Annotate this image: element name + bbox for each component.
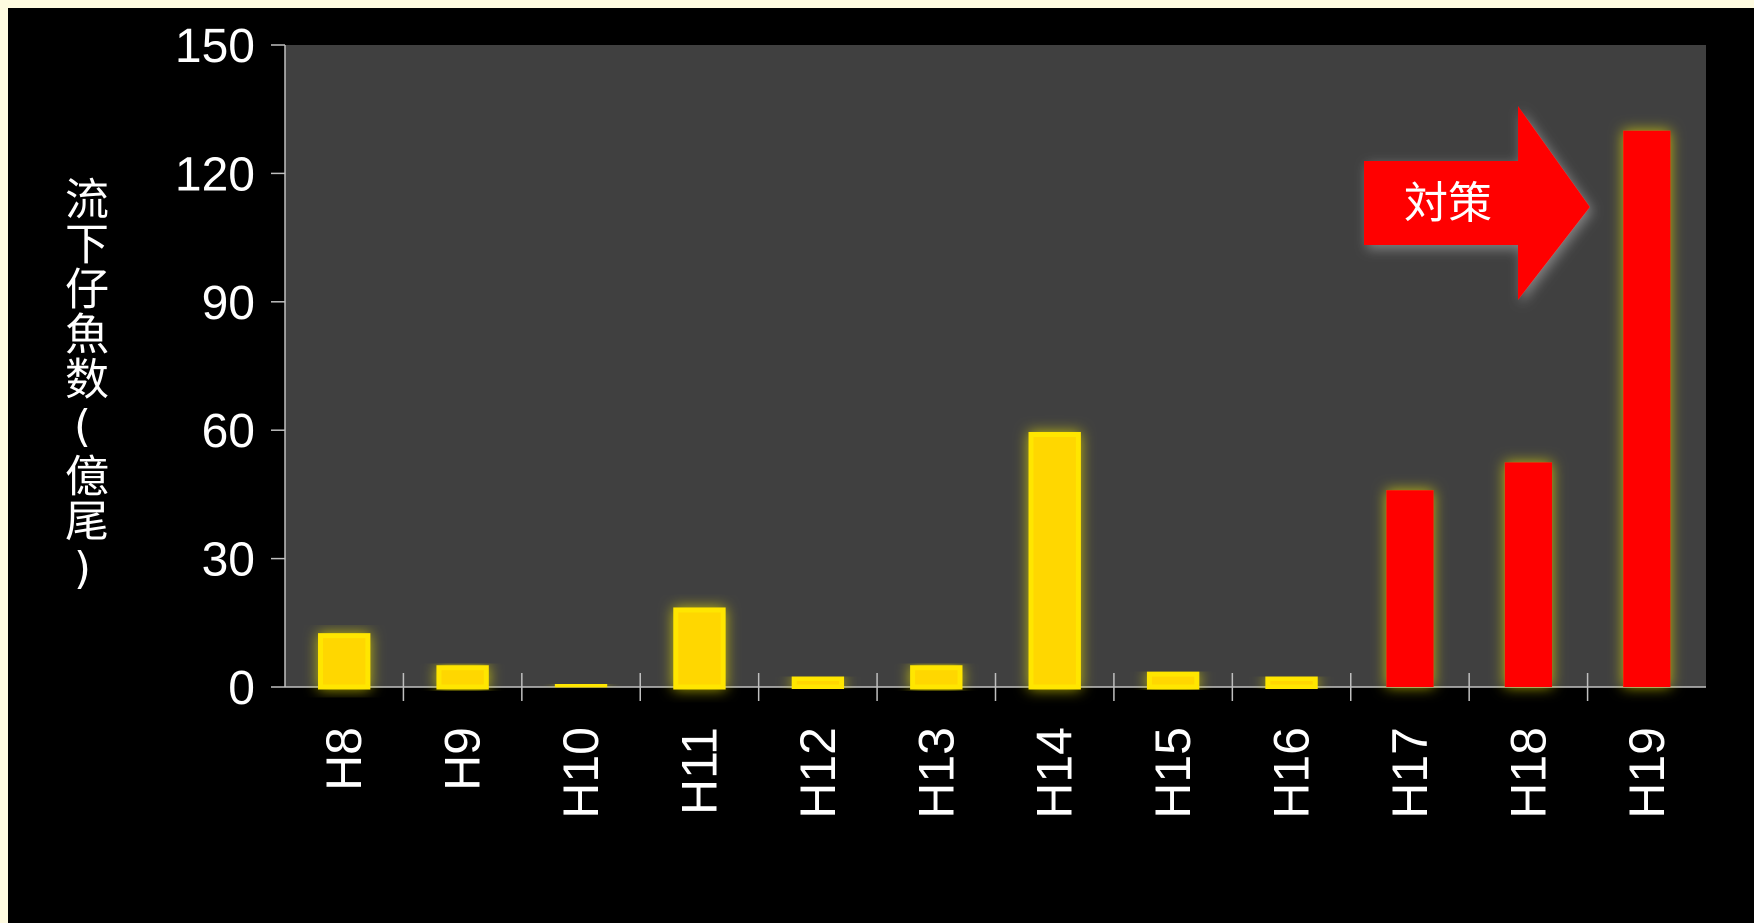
x-tick-label: H13 <box>908 727 964 819</box>
y-tick-label: 30 <box>202 534 255 587</box>
x-tick-label: H14 <box>1027 727 1083 819</box>
y-tick-label: 60 <box>202 405 255 458</box>
bar-h10 <box>554 682 608 690</box>
chart-frame: 0 30 60 90 120 150 H8 H9 H10 H11 H12 H13 H14 H15 H16 H1… <box>8 8 1754 923</box>
x-tick-label: H8 <box>316 727 372 791</box>
x-tick-label: H19 <box>1619 727 1675 819</box>
x-tick-label: H9 <box>435 727 491 791</box>
bar-h9 <box>436 665 489 690</box>
x-tick-label: H17 <box>1382 727 1438 819</box>
y-tick-label: 90 <box>202 277 255 330</box>
bar-h11 <box>673 607 726 690</box>
bar-h17 <box>1386 490 1434 687</box>
arrow-icon <box>1364 106 1590 300</box>
x-tick-label: H10 <box>553 727 609 819</box>
bar-h18 <box>1504 462 1553 687</box>
y-tick-label: 0 <box>228 662 255 715</box>
bar-h16 <box>1265 675 1318 690</box>
tick-labels: 0 30 60 90 120 150 H8 H9 H10 H11 H12 H13 H14 H15 H16 H1… <box>175 20 1675 819</box>
plot-area <box>285 45 1706 687</box>
x-tick-label: H16 <box>1264 727 1320 819</box>
bar-h13 <box>910 665 963 690</box>
x-tick-label: H12 <box>790 727 846 819</box>
y-tick-label: 150 <box>175 20 255 73</box>
x-tick-label: H18 <box>1500 727 1556 819</box>
countermeasure-arrow: 対策 <box>1364 106 1590 300</box>
annotation-label: 対策 <box>1404 178 1492 229</box>
y-axis-label: 流下仔魚数(億尾) <box>57 176 108 595</box>
y-tick-label: 120 <box>175 148 255 201</box>
bar-h15 <box>1146 671 1200 690</box>
x-tick-label: H15 <box>1145 727 1201 819</box>
bar-h14 <box>1028 431 1081 690</box>
bar-h19 <box>1623 130 1671 688</box>
axes <box>271 44 1706 701</box>
bars <box>318 130 1671 690</box>
bar-h8 <box>318 633 371 690</box>
x-tick-label: H11 <box>671 727 727 815</box>
bar-chart: 0 30 60 90 120 150 H8 H9 H10 H11 H12 H13 H14 H15 H16 H1… <box>175 20 1706 819</box>
bar-h12 <box>791 675 845 690</box>
